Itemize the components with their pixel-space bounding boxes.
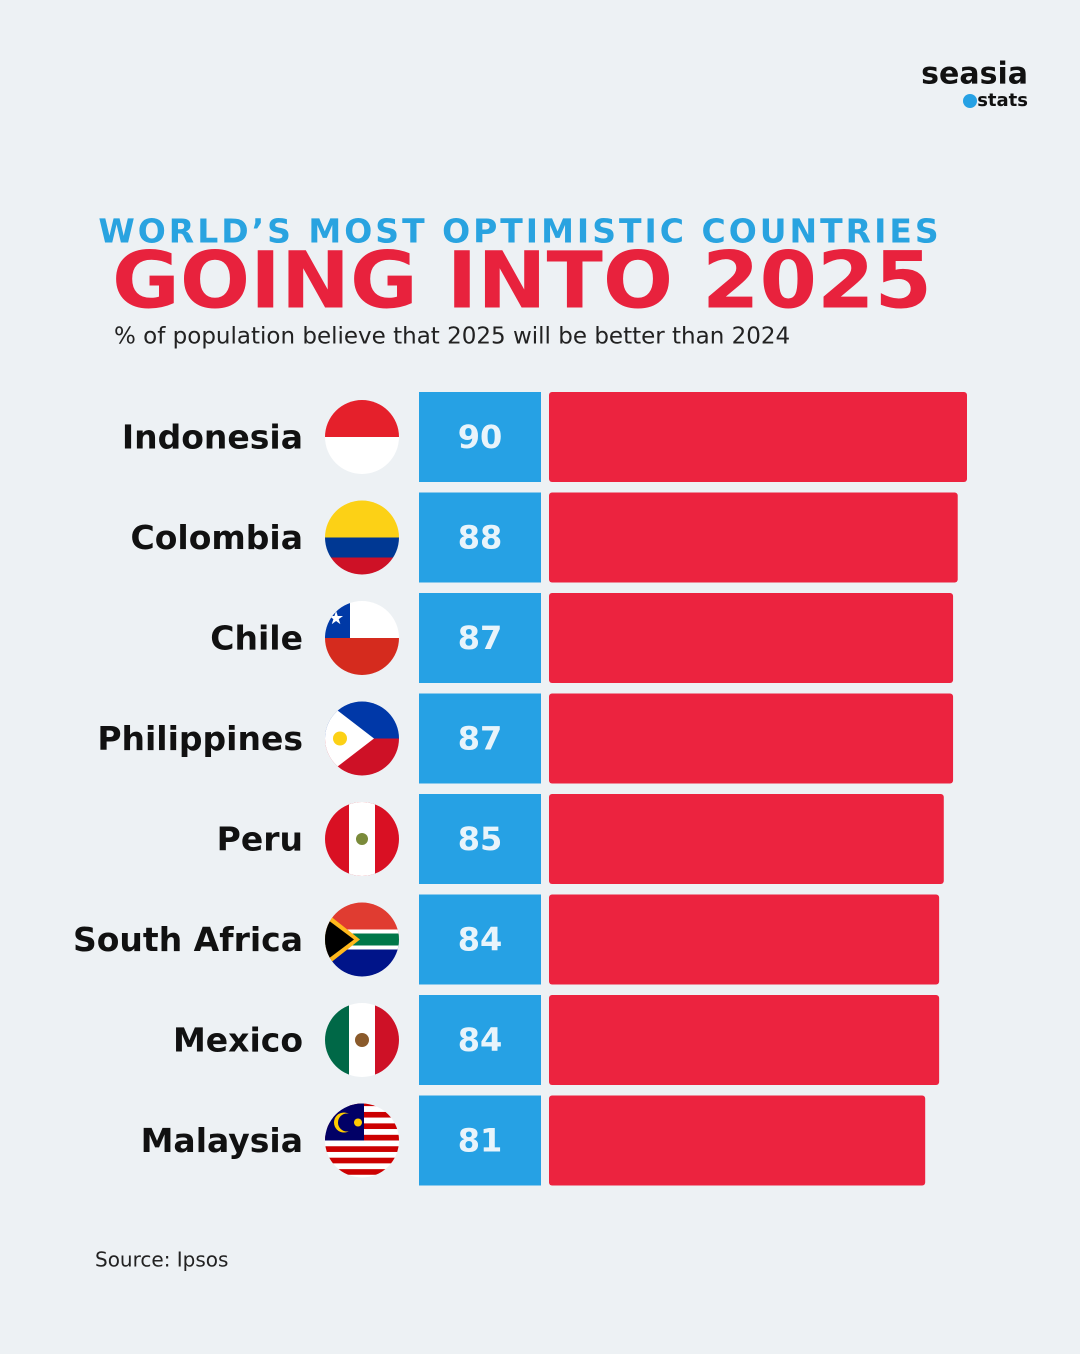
bar [549,693,954,784]
flag-part [325,1163,399,1170]
value-label: 90 [458,418,503,456]
category-label: Mexico [173,1021,303,1060]
flag-part [338,1113,356,1132]
category-label: Malaysia [141,1121,303,1160]
flag-part [325,915,354,964]
value-box [419,1095,541,1186]
chart-title: WORLD’S MOST OPTIMISTIC COUNTRIES [98,212,941,251]
bar [549,392,967,482]
category-label: Colombia [131,518,303,557]
value-box [419,593,541,683]
category-label: Peru [217,820,303,859]
flag [325,1103,399,1178]
chart-subtitle: GOING INTO 2025 [112,236,932,326]
source: Source: Ipsos [95,1248,228,1272]
logo-name: seasia [921,57,1028,92]
flag-part [325,1169,399,1175]
value-box [419,995,541,1085]
flag-part [325,701,374,776]
flag-part [333,731,347,746]
value-label: 81 [458,1122,503,1160]
value-box [419,693,541,784]
value-box [419,392,541,482]
bar [549,995,940,1085]
value-box [419,894,541,985]
category-label: Philippines [97,719,303,758]
flag-part [325,1140,399,1147]
category-label: Chile [210,619,303,658]
value-box [419,794,541,884]
bar [549,593,954,683]
category-label: Indonesia [122,418,303,457]
value-box [419,492,541,583]
value-label: 87 [458,619,503,657]
flag-part [354,1118,362,1127]
flag-part [325,1157,399,1164]
flag [325,802,399,876]
bar [549,492,958,583]
flag-part [355,1033,369,1047]
flag-part [325,537,399,558]
logo-icon [963,94,977,108]
bar [549,1095,926,1186]
value-label: 84 [458,1021,503,1059]
bar [549,894,940,985]
logo-tag: stats [977,90,1028,111]
flag-part [325,1146,399,1152]
flag-part [356,833,368,845]
flag-part [325,1174,399,1178]
value-label: 84 [458,921,503,959]
value-label: 88 [458,519,503,557]
bar [549,794,944,884]
value-label: 85 [458,820,503,858]
chart-description: % of population believe that 2025 will b… [114,324,790,350]
flag-part [325,1151,399,1158]
value-label: 87 [458,720,503,758]
category-label: South Africa [73,920,303,959]
